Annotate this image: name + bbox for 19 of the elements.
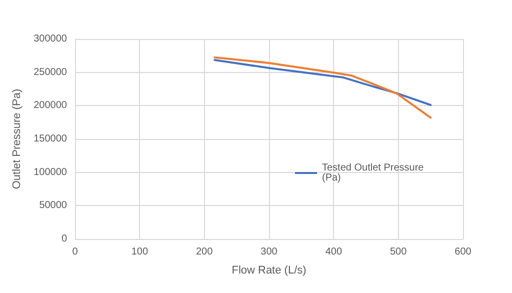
line-series	[214, 59, 432, 106]
y-tick-label: 150000	[34, 134, 68, 144]
x-tick-label: 400	[325, 246, 342, 258]
x-axis-title: Flow Rate (L/s)	[232, 264, 306, 276]
y-axis-title: Outlet Pressure (Pa)	[11, 88, 24, 190]
y-tick-label: 300000	[34, 34, 68, 44]
x-tick-label: 0	[72, 246, 78, 258]
y-tick-label: 100000	[34, 166, 68, 178]
line-series	[214, 56, 432, 119]
legend-label: Tested Outlet Pressure (Pa)	[322, 162, 424, 184]
y-tick-label: 0	[61, 234, 68, 244]
x-tick-label: 300	[260, 246, 278, 258]
y-tick-label: 250000	[34, 66, 68, 78]
y-tick-label: 200000	[34, 100, 68, 112]
x-tick-label: 200	[196, 246, 214, 258]
x-tick-label: 600	[454, 246, 472, 258]
x-tick-label: 100	[131, 246, 148, 258]
y-tick-label: 50000	[39, 200, 68, 212]
x-tick-label: 500	[390, 246, 408, 258]
